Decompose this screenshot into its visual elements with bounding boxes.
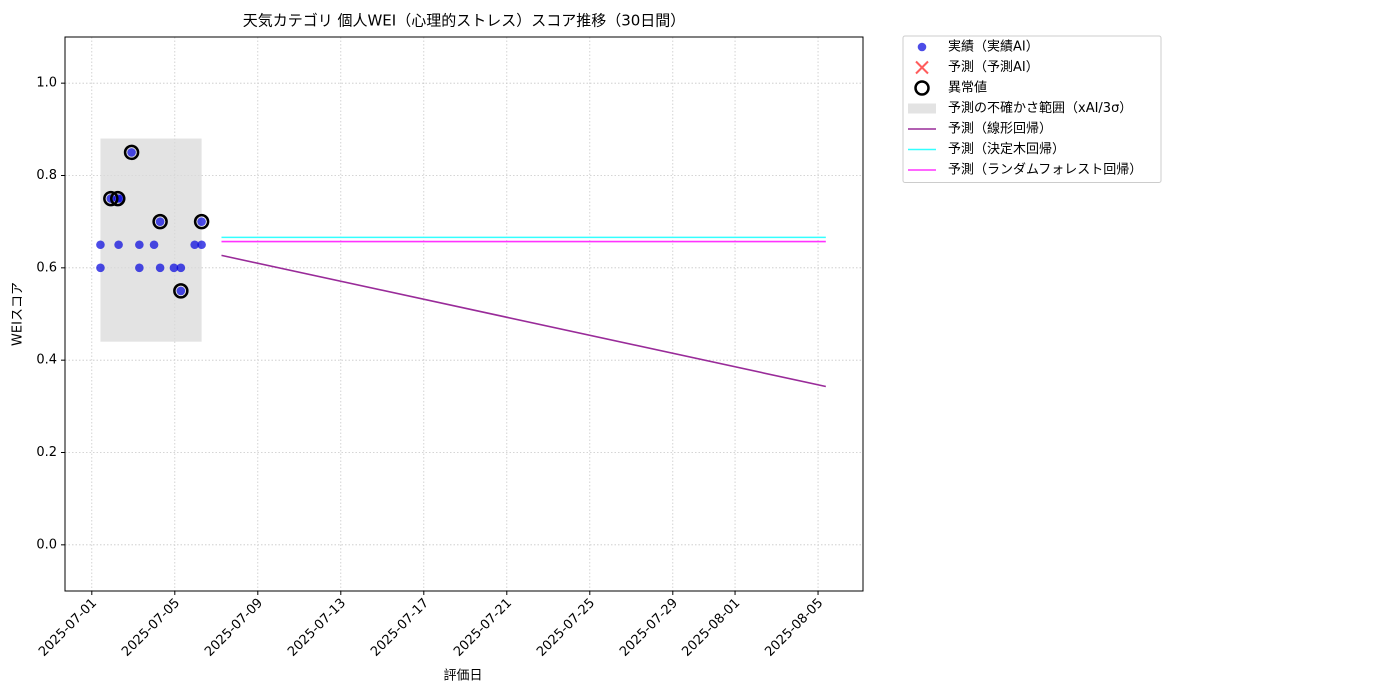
outlier-marker: [173, 283, 189, 299]
legend-label: 異常値: [948, 80, 987, 96]
x-tick-label: 2025-07-29: [617, 596, 681, 660]
outlier-marker: [152, 213, 168, 230]
point: [155, 263, 165, 273]
point: [96, 263, 105, 273]
y-tick-label: 0.6: [36, 260, 57, 275]
outlier-marker: [109, 190, 126, 207]
prediction-line: [221, 254, 826, 388]
uncertainty-band: [100, 138, 202, 342]
x-tick-label: 2025-08-05: [762, 596, 826, 660]
x-tick-label: 2025-07-01: [36, 596, 100, 660]
point: [135, 263, 144, 273]
x-tick-label: 2025-08-01: [679, 596, 743, 660]
legend-swatch: [908, 103, 936, 114]
legend-label: 予測の不確かさ範囲（xAI/3σ）: [948, 100, 1132, 116]
legend-swatch: [917, 42, 927, 52]
point: [176, 263, 186, 273]
x-tick-label: 2025-07-05: [119, 596, 183, 660]
y-tick-label: 0.4: [36, 353, 57, 368]
x-axis-label: 評価日: [443, 669, 482, 684]
y-tick-label: 1.0: [36, 76, 57, 91]
point: [155, 217, 165, 226]
x-tick-label: 2025-07-25: [534, 596, 598, 660]
point: [176, 286, 186, 296]
legend-label: 実績（実績AI）: [948, 39, 1039, 55]
point: [114, 240, 123, 250]
point: [96, 240, 105, 250]
x-tick-label: 2025-07-21: [451, 596, 515, 660]
outlier-marker: [193, 213, 210, 230]
y-tick-label: 0.0: [36, 537, 57, 552]
x-tick-label: 2025-07-13: [285, 596, 349, 660]
plot-area: [65, 37, 863, 591]
legend-swatch: [915, 60, 929, 75]
y-axis-label: WEIスコア: [11, 282, 26, 346]
y-tick-label: 0.8: [36, 168, 57, 183]
legend-label: 予測（線形回帰）: [948, 121, 1052, 137]
legend-label: 予測（予測AI）: [948, 60, 1039, 75]
point: [169, 263, 179, 273]
legend-box: [902, 35, 1162, 183]
point: [197, 217, 206, 226]
outlier-marker: [123, 144, 140, 161]
chart-title: 天気カテゴリ 個人WEI（心理的ストレス）スコア推移（30日間）: [243, 12, 686, 30]
legend-swatch: [914, 80, 930, 96]
point: [135, 240, 144, 250]
point: [149, 240, 159, 250]
outlier-marker: [103, 190, 119, 207]
x-tick-label: 2025-07-17: [368, 596, 432, 660]
point: [127, 148, 136, 157]
legend-label: 予測（ランダムフォレスト回帰）: [948, 162, 1142, 178]
point: [190, 240, 199, 250]
point: [197, 240, 206, 250]
legend-label: 予測（決定木回帰）: [948, 141, 1065, 157]
plot-frame: [64, 36, 864, 592]
x-tick-label: 2025-07-09: [202, 596, 266, 660]
y-tick-label: 0.2: [36, 445, 57, 460]
